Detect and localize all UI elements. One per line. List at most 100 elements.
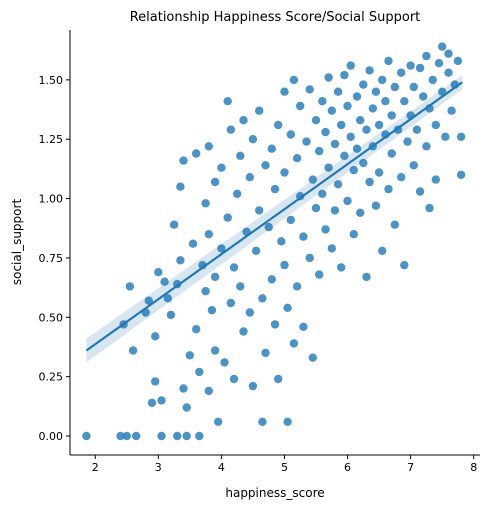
scatter-point [438, 42, 447, 51]
scatter-point [349, 230, 358, 239]
scatter-point [456, 132, 466, 141]
scatter-point [308, 175, 317, 184]
scatter-point [330, 206, 340, 215]
scatter-point [204, 230, 213, 239]
scatter-point [157, 396, 166, 405]
y-tick-label: 1.00 [39, 193, 64, 206]
scatter-point [305, 85, 314, 94]
scatter-point [444, 68, 453, 77]
scatter-point [283, 417, 292, 426]
scatter-point [400, 260, 409, 270]
scatter-point [431, 120, 440, 130]
scatter-point [220, 358, 229, 367]
scatter-point [255, 106, 264, 115]
x-ticks: 2 3 4 5 6 7 8 [92, 455, 477, 474]
scatter-point [82, 431, 91, 441]
scatter-point [245, 308, 254, 317]
scatter-point [267, 144, 276, 153]
scatter-point [359, 80, 368, 89]
scatter-point [261, 348, 270, 358]
scatter-point [311, 203, 321, 213]
scatter-point [195, 431, 204, 441]
scatter-point [415, 63, 425, 73]
scatter-point [236, 282, 245, 291]
scatter-point [311, 116, 321, 125]
scatter-point [422, 142, 431, 151]
scatter-point [349, 165, 358, 175]
scatter-point [352, 144, 362, 153]
scatter-point [371, 201, 381, 210]
scatter-point [422, 51, 431, 61]
scatter-point [270, 320, 280, 329]
scatter-point [233, 189, 242, 198]
scatter-point [210, 272, 220, 282]
scatter-point [371, 87, 381, 96]
scatter-point [415, 187, 425, 196]
scatter-point [125, 282, 135, 291]
scatter-point [362, 125, 371, 134]
y-tick-label: 1.25 [39, 133, 64, 146]
scatter-point [201, 287, 210, 296]
scatter-point [356, 116, 365, 125]
scatter-point [315, 146, 324, 156]
scatter-point [327, 244, 336, 253]
scatter-point [352, 92, 362, 101]
scatter-point [166, 310, 176, 320]
scatter-point [453, 56, 463, 66]
scatter-point [374, 168, 384, 177]
y-tick-label: 1.50 [39, 74, 64, 87]
y-tick-label: 0.75 [39, 252, 64, 265]
scatter-point [286, 130, 295, 139]
scatter-point [296, 101, 305, 111]
scatter-point [192, 149, 201, 158]
scatter-point [204, 142, 213, 151]
scatter-point [179, 156, 188, 165]
scatter-point [210, 177, 220, 187]
scatter-point [315, 270, 324, 279]
scatter-point [128, 346, 138, 355]
scatter-point [185, 351, 194, 360]
y-axis-label: social_support [10, 199, 24, 286]
scatter-point [210, 346, 220, 355]
scatter-point [264, 222, 273, 232]
scatter-point [182, 403, 191, 412]
scatter-point [365, 66, 374, 75]
scatter-point [236, 151, 245, 160]
scatter-point [308, 353, 317, 362]
regression-line-layer [85, 81, 463, 352]
scatter-point [356, 208, 365, 217]
scatter-point [359, 158, 368, 168]
regression-line [85, 81, 463, 352]
x-axis-label: happiness_score [225, 486, 324, 500]
x-tick-label: 3 [155, 461, 162, 474]
scatter-point [188, 239, 198, 248]
scatter-point [144, 296, 153, 305]
scatter-point [397, 173, 406, 182]
scatter-point [251, 246, 261, 255]
scatter-point [245, 173, 254, 182]
scatter-point [239, 116, 248, 125]
scatter-point [195, 367, 204, 377]
scatter-point [434, 59, 444, 68]
scatter-point [337, 263, 346, 272]
scatter-point [201, 199, 210, 208]
scatter-point [248, 381, 258, 391]
scatter-point [223, 97, 232, 106]
scatter-point [217, 163, 226, 172]
scatter-point [176, 256, 185, 265]
scatter-point [406, 61, 415, 70]
scatter-point [425, 203, 434, 213]
scatter-point [261, 161, 270, 170]
scatter-point [286, 215, 295, 225]
scatter-point [390, 82, 399, 92]
scatter-point [214, 417, 223, 426]
scatter-point [270, 184, 280, 194]
scatter-point [299, 232, 308, 241]
scatter-point [324, 163, 333, 172]
scatter-point [447, 106, 456, 115]
x-tick-label: 7 [407, 461, 414, 474]
scatter-point [365, 177, 374, 187]
scatter-point [346, 61, 355, 70]
scatter-point [258, 417, 267, 426]
scatter-point [280, 168, 289, 177]
